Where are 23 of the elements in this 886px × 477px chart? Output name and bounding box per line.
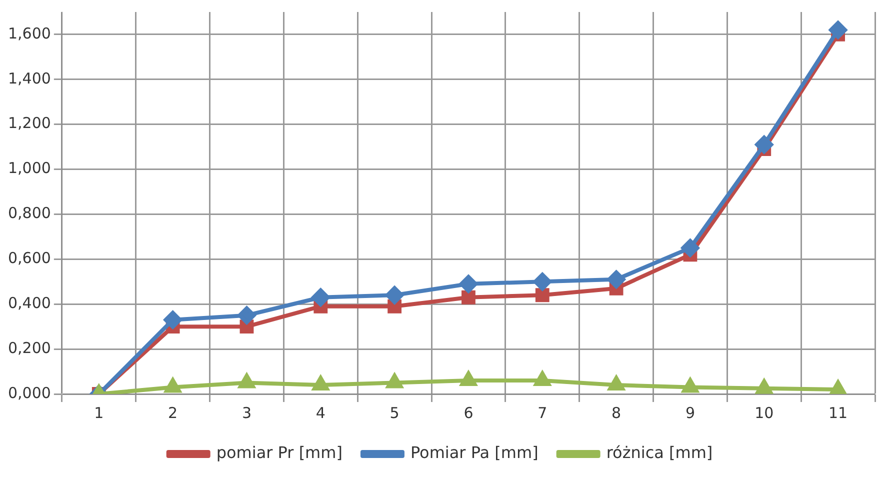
legend-label: Pomiar Pa [mm]	[410, 443, 538, 462]
y-tick-label: 0,400	[8, 294, 51, 312]
y-tick-label: 0,800	[8, 204, 51, 222]
x-tick-label: 2	[168, 404, 178, 422]
x-tick-label: 6	[464, 404, 474, 422]
x-tick-label: 3	[242, 404, 252, 422]
x-tick-label: 4	[316, 404, 326, 422]
x-tick-label: 5	[390, 404, 400, 422]
y-tick-label: 0,000	[8, 384, 51, 402]
x-tick-label: 1	[94, 404, 104, 422]
y-tick-label: 0,600	[8, 249, 51, 268]
x-tick-label: 9	[685, 404, 695, 422]
y-tick-label: 0,200	[8, 338, 51, 357]
y-tick-label: 1,000	[8, 159, 51, 178]
y-tick-label: 1,200	[8, 114, 51, 132]
y-tick-label: 1,600	[8, 24, 51, 42]
x-tick-label: 11	[828, 404, 848, 422]
legend-label: pomiar Pr [mm]	[216, 443, 342, 462]
y-tick-label: 1,400	[8, 69, 51, 88]
x-tick-label: 10	[754, 404, 774, 422]
x-tick-label: 7	[538, 404, 548, 422]
legend-label: różnica [mm]	[606, 443, 713, 462]
x-tick-label: 8	[612, 404, 622, 422]
